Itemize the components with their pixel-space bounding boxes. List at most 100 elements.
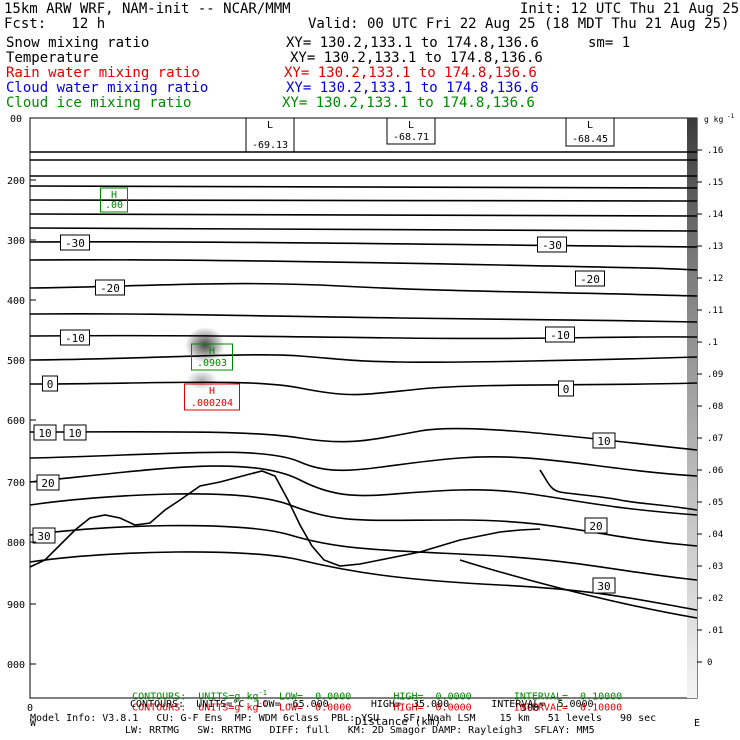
extremum-value: .000204 [191, 398, 233, 409]
x-tick-label: 0 [27, 703, 33, 714]
temperature-label-box [36, 474, 60, 491]
colorbar-tick-label: .11 [707, 306, 723, 316]
temperature-label: -10 [65, 332, 85, 345]
field-xy-cloud-ice: XY= 130.2,133.1 to 174.8,136.6 [282, 95, 535, 111]
extremum-value: -68.45 [572, 134, 608, 145]
colorbar-unit-sup: -1 [727, 113, 735, 120]
extremum-box [386, 117, 436, 145]
isotherm-line [29, 213, 698, 217]
isotherm-line [29, 451, 698, 477]
units-label: UNITS=g kg [198, 691, 259, 703]
temperature-label: 20 [589, 520, 602, 533]
high-value: HIGH= 0.0000 [393, 702, 472, 714]
y-tick-label: 000 [7, 660, 25, 671]
extremum-letter: L [267, 120, 273, 131]
temperature-label-box [545, 326, 575, 343]
colorbar-tick-label: .06 [707, 466, 723, 476]
y-tick-label: 500 [7, 356, 25, 367]
units-sup: -1 [258, 700, 267, 708]
temperature-label-box [95, 279, 125, 296]
colorbar-tick-label: .13 [707, 242, 723, 252]
isotherm-line [29, 258, 698, 271]
temperature-label: 10 [597, 435, 610, 448]
temperature-label: 0 [563, 383, 570, 396]
temperature-contour-info: CONTOURS: UNITS=°C LOW= -65.000 HIGH= 35… [130, 699, 594, 710]
extremum-letter: L [408, 120, 414, 131]
colorbar-tick-label: 0 [707, 658, 712, 668]
extremum-box [100, 187, 128, 213]
colorbar-tick-label: .05 [707, 498, 723, 508]
y-tick-label: 300 [7, 236, 25, 247]
colorbar-unit: g kg [704, 115, 723, 124]
isotherm-line [29, 313, 698, 323]
isotherm-line [459, 559, 698, 619]
isotherm-line [29, 241, 698, 248]
extremum-value: .00 [105, 200, 123, 211]
temperature-label: -20 [580, 273, 600, 286]
temperature-label-box [584, 517, 608, 534]
y-tick-label: 600 [7, 416, 25, 427]
isotherm-line [29, 465, 698, 516]
temperature-label-box [592, 432, 616, 449]
temperature-label-box [32, 527, 56, 544]
isotherm-line [29, 282, 698, 297]
field-smooth-snow: sm= 1 [588, 35, 631, 51]
init-time: Init: 12 UTC Thu 21 Aug 25 [520, 1, 740, 17]
model-title: 15km ARW WRF, NAM-init -- NCAR/MMM [4, 1, 291, 17]
extremum-letter: H [111, 190, 117, 201]
extremum-letter: L [587, 120, 593, 131]
field-name-cloud-water: Cloud water mixing ratio [6, 80, 209, 96]
rain-contour-info: CONTOURS: UNITS=g kg-1 LOW= 0.0000 HIGH=… [120, 688, 622, 713]
temperature-label-box [575, 270, 605, 287]
temperature-label-box [63, 424, 87, 441]
extremum-letter: H [209, 346, 215, 357]
field-name-snow: Snow mixing ratio [6, 35, 150, 51]
field-name-cloud-ice: Cloud ice mixing ratio [6, 95, 192, 111]
extremum-value: -69.13 [252, 140, 288, 151]
temperature-label: -30 [542, 239, 562, 252]
temperature-label: -30 [65, 237, 85, 250]
temperature-label: 0 [47, 378, 54, 391]
isotherm-line [29, 524, 698, 581]
temperature-label-box [537, 236, 567, 253]
y-tick-label: 400 [7, 296, 25, 307]
temperature-label: -10 [550, 329, 570, 342]
isotherm-line [539, 469, 698, 511]
units-sup: -1 [258, 689, 267, 697]
colorbar-tick-label: .01 [707, 626, 723, 636]
isotherm-line [29, 353, 698, 363]
y-tick-label: 700 [7, 478, 25, 489]
y-tick-label: 00 [10, 114, 22, 125]
temperature-label: 20 [41, 477, 54, 490]
units-label: UNITS=g kg [198, 702, 259, 714]
temperature-label: 30 [37, 530, 50, 543]
field-name-rain: Rain water mixing ratio [6, 65, 200, 81]
colorbar-tick-label: .07 [707, 434, 723, 444]
low-value: LOW= 0.0000 [278, 691, 352, 703]
temperature-label-box [33, 424, 57, 441]
colorbar-tick-label: .12 [707, 274, 723, 284]
temperature-label-box [60, 234, 90, 251]
field-name-temperature: Temperature [6, 50, 99, 66]
plot-frame [29, 117, 698, 699]
colorbar-tick-label: .1 [707, 338, 718, 348]
colorbar-tick-label: .02 [707, 594, 723, 604]
x-axis-title: Distance (km) [355, 715, 442, 728]
field-xy-rain: XY= 130.2,133.1 to 174.8,136.6 [284, 65, 537, 81]
colorbar-strip [687, 118, 697, 698]
colorbar-tick-label: .15 [707, 178, 723, 188]
y-tick-label: 200 [7, 176, 25, 187]
temperature-label: 30 [597, 580, 610, 593]
colorbar-tick-label: .03 [707, 562, 723, 572]
isotherm-line [29, 493, 698, 547]
temperature-label-box [42, 375, 58, 392]
terrain-line [29, 470, 541, 568]
x-tick-label: 500 [521, 703, 539, 714]
extremum-value: -68.71 [393, 132, 429, 143]
high-value: HIGH= 0.0000 [393, 691, 472, 703]
forecast-hour: Fcst: 12 h [4, 16, 106, 32]
temperature-label-box [558, 380, 574, 397]
isotherm-line [29, 427, 698, 451]
model-info-physics: LW: RRTMG SW: RRTMG DIFF: full KM: 2D Sm… [125, 725, 595, 736]
